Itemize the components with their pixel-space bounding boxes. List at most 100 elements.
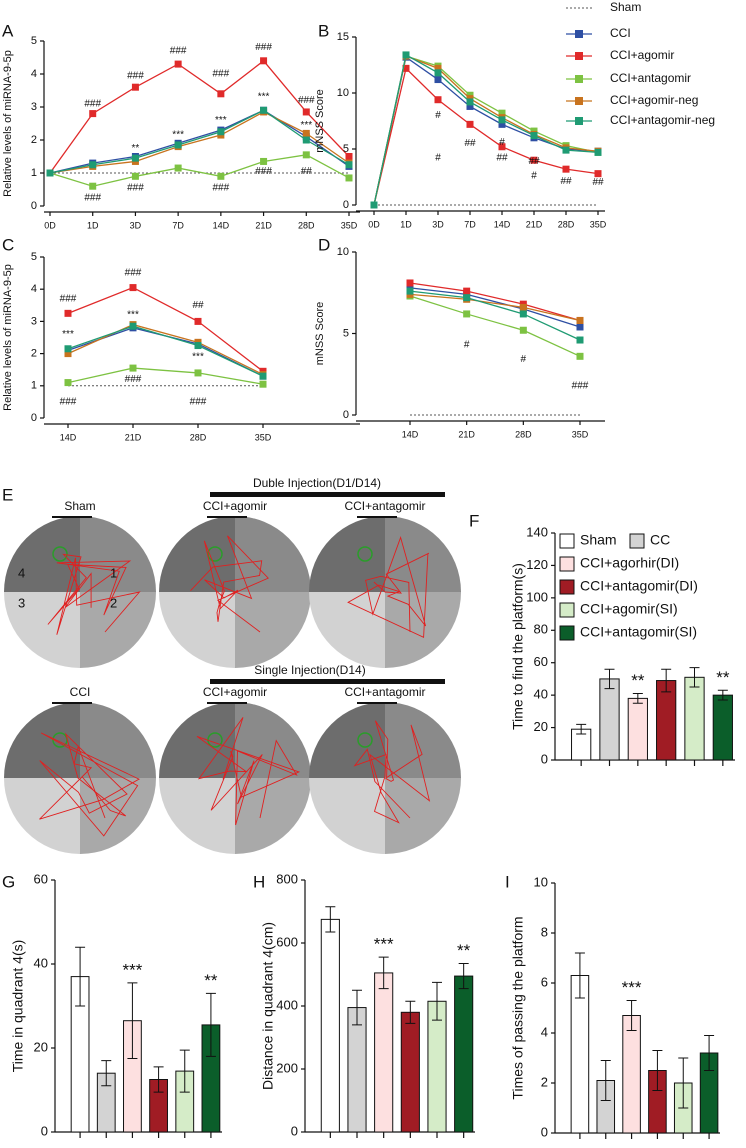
y-tick-label: 1 <box>31 167 37 179</box>
maze-image <box>309 516 461 668</box>
point <box>434 96 442 104</box>
x-tick-label: 28D <box>558 219 575 229</box>
bar <box>374 972 394 1133</box>
significance-label: ### <box>60 397 77 408</box>
significance-label: ** <box>631 671 645 690</box>
point <box>302 108 310 116</box>
series-line <box>49 109 350 174</box>
x-tick-label: 28D <box>515 429 532 439</box>
y-tick-label: 15 <box>337 31 349 43</box>
significance-label: ### <box>127 70 144 81</box>
significance-label: # <box>435 110 441 121</box>
significance-label: ### <box>298 95 315 106</box>
significance-label: ## <box>496 153 508 164</box>
point <box>562 165 570 173</box>
series-line <box>49 111 350 174</box>
y-axis-label: mNSS Score <box>314 302 326 366</box>
point <box>174 60 182 68</box>
point <box>64 350 72 358</box>
point <box>302 136 310 144</box>
panel-label: B <box>318 21 329 40</box>
error-bar <box>378 956 389 990</box>
point <box>434 64 442 72</box>
error-bar <box>574 952 585 999</box>
error-bar <box>604 668 615 690</box>
x-tick-label: 14D <box>402 429 419 439</box>
quadrant-label: 3 <box>18 595 25 610</box>
x-tick-label: 0D <box>368 219 380 229</box>
series-line <box>67 367 264 385</box>
quadrant <box>235 778 311 854</box>
significance-label: ** <box>716 668 730 687</box>
point <box>260 57 268 65</box>
legend-label: CC <box>650 532 670 548</box>
y-axis-label: Time to find the platform(s) <box>510 563 526 730</box>
y-tick-label: 3 <box>31 315 37 327</box>
x-tick-label: 35D <box>590 219 607 229</box>
quadrant <box>159 702 235 778</box>
significance-label: ### <box>127 182 144 193</box>
point <box>466 120 474 128</box>
series-line <box>67 327 264 377</box>
group-label: CCI+agomir <box>203 499 267 513</box>
quadrant <box>235 592 311 668</box>
x-tick-label: 14D <box>60 432 77 442</box>
y-tick-label: 100 <box>526 589 548 604</box>
point <box>345 153 353 160</box>
x-tick-label: 7D <box>464 219 476 229</box>
y-axis-label: mNSS Score <box>314 89 326 153</box>
legend-label: CCI+antagomir(DI) <box>580 578 698 594</box>
x-tick-label: 3D <box>130 220 142 230</box>
platform <box>207 546 223 562</box>
platform <box>52 546 68 562</box>
series-line <box>373 67 599 206</box>
legend-swatch <box>559 556 575 572</box>
y-tick-label: 0 <box>541 1124 548 1139</box>
significance-label: # <box>521 354 527 365</box>
y-tick-label: 5 <box>31 35 37 47</box>
quadrant <box>80 592 156 668</box>
y-tick-label: 80 <box>534 622 548 637</box>
significance-label: ### <box>255 42 272 53</box>
point <box>345 161 353 169</box>
point <box>498 120 506 128</box>
panel-label: D <box>318 235 330 254</box>
point <box>463 294 471 302</box>
point <box>259 372 267 380</box>
series-line <box>67 323 264 376</box>
point <box>302 151 310 159</box>
y-tick-label: 0 <box>31 200 37 212</box>
x-tick-label: 28D <box>190 432 207 442</box>
y-tick-label: 1 <box>31 380 37 392</box>
series-line <box>49 59 350 174</box>
bracket <box>210 492 445 497</box>
quadrant <box>385 702 461 778</box>
significance-label: # <box>499 137 505 148</box>
point <box>576 323 584 331</box>
y-tick-label: 5 <box>343 143 349 155</box>
significance-label: ## <box>560 176 572 187</box>
y-tick-label: 40 <box>34 955 48 970</box>
y-axis-label: Times of passing the platform <box>510 916 526 1099</box>
panel-label: F <box>469 511 479 530</box>
legend-label: Sham <box>610 0 641 14</box>
y-tick-label: 60 <box>534 654 548 669</box>
error-bar <box>704 1035 715 1071</box>
bar <box>712 694 733 761</box>
point <box>576 336 584 344</box>
platform <box>357 732 373 748</box>
x-tick-label: 14D <box>494 219 511 229</box>
point <box>89 182 97 190</box>
panel-label: A <box>2 21 14 40</box>
quadrant <box>385 778 461 854</box>
y-axis-label: Time in quadrant 4(s) <box>10 940 26 1073</box>
legend-label: CCI+agorhir(DI) <box>580 555 679 571</box>
y-tick-label: 10 <box>337 246 349 258</box>
quadrant <box>4 592 80 668</box>
legend-label: CCI <box>610 26 631 40</box>
significance-label: ** <box>204 971 218 990</box>
point <box>370 201 378 209</box>
point <box>129 284 137 292</box>
point <box>519 310 527 318</box>
